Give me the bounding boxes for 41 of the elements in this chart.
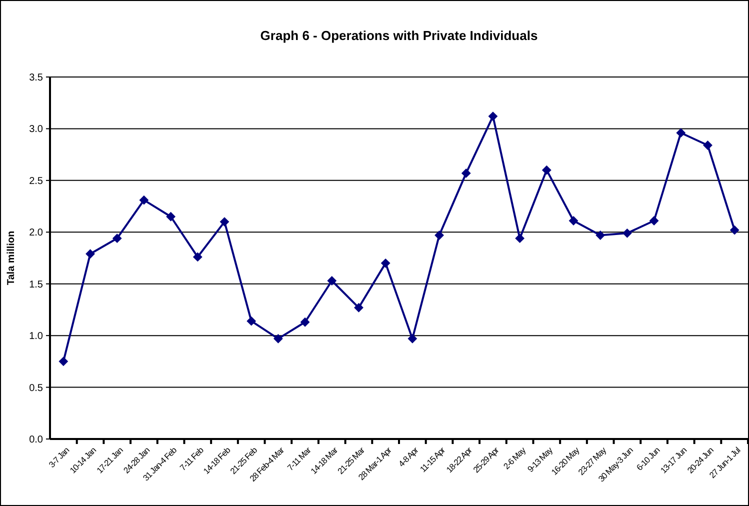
point xyxy=(703,140,712,150)
point xyxy=(327,276,336,286)
point xyxy=(676,128,686,138)
x-tick-label: 3-7 Jan xyxy=(46,444,72,470)
point xyxy=(434,230,444,240)
point xyxy=(542,166,552,175)
point xyxy=(139,196,148,205)
point xyxy=(300,318,310,327)
y-axis-title: Tala million xyxy=(6,230,17,286)
point xyxy=(462,168,471,178)
y-tick-label: 2.5 xyxy=(29,176,44,187)
x-tick-label: 7-11 Mar xyxy=(285,444,313,473)
point xyxy=(569,216,578,226)
y-tick-label: 1.0 xyxy=(29,331,44,342)
x-tick-label: 2-6 May xyxy=(501,444,528,472)
point xyxy=(515,234,524,243)
y-tick-label: 0.0 xyxy=(29,434,44,446)
point xyxy=(596,230,605,240)
y-tick-label: 0.5 xyxy=(29,382,44,394)
point xyxy=(622,228,632,238)
y-tick-label: 1.5 xyxy=(29,279,44,290)
point xyxy=(381,258,390,268)
x-tick-label: 4-8 Apr xyxy=(396,444,420,469)
point xyxy=(274,334,283,344)
y-tick-label: 2.0 xyxy=(29,228,44,239)
point xyxy=(86,249,95,258)
point xyxy=(730,226,740,235)
point xyxy=(354,303,364,312)
point xyxy=(193,252,202,262)
point xyxy=(166,212,176,222)
point xyxy=(408,334,417,344)
point xyxy=(58,356,68,366)
point xyxy=(220,217,229,226)
x-tick-label: 6-10 Jun xyxy=(634,444,662,472)
point xyxy=(488,112,498,121)
y-tick-label: 3.0 xyxy=(29,124,44,136)
point xyxy=(112,234,122,243)
y-tick-label: 3.5 xyxy=(29,72,44,84)
point xyxy=(246,316,256,326)
point xyxy=(650,216,659,226)
chart-title: Graph 6 - Operations with Private Individuals xyxy=(260,28,538,43)
